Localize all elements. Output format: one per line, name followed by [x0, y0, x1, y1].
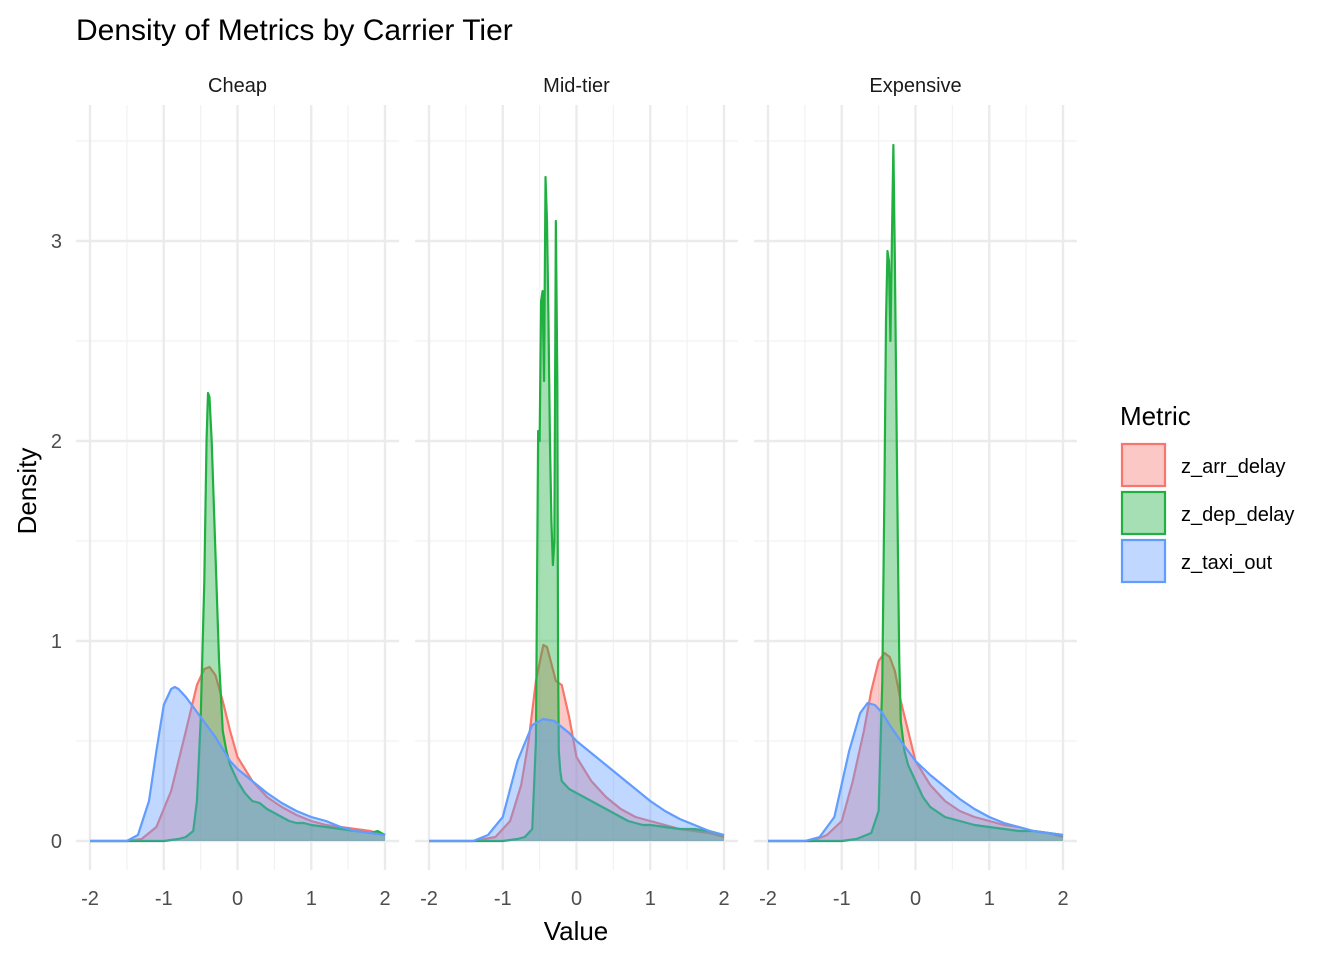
- legend-label-z-taxi-out: z_taxi_out: [1181, 552, 1273, 574]
- density-line-z-dep-delay-expensive: [768, 143, 1064, 843]
- density-line-z-arr-delay-cheap: [90, 665, 386, 843]
- density-area-z-arr-delay-expensive: [768, 653, 1063, 841]
- x-tick-label: 2: [1057, 888, 1068, 910]
- x-tick-label: 2: [379, 888, 390, 910]
- density-line-z-taxi-out-cheap: [90, 685, 386, 843]
- legend-swatch-z-arr-delay: [1120, 442, 1167, 488]
- chart-title: Density of Metrics by Carrier Tier: [76, 14, 513, 47]
- density-line-z-dep-delay-cheap: [90, 391, 386, 843]
- facet-panels: Cheap -2 -1 0 1 2 Mid-tier -2 -1 0 1 2 Expensive -2 -1…: [51, 75, 1077, 910]
- legend-label-z-arr-delay: z_arr_delay: [1181, 456, 1286, 478]
- panel-expensive: Expensive -2 -1 0 1 2: [754, 75, 1077, 910]
- legend-item-z-taxi-out: z_taxi_out: [1120, 538, 1273, 584]
- legend: Metric z_arr_delay z_dep_delay z_taxi_out: [1120, 401, 1294, 584]
- density-line-z-arr-delay-mid-tier: [429, 643, 725, 843]
- panel-strip-label-mid-tier: Mid-tier: [543, 75, 610, 97]
- x-tick-label: -1: [155, 888, 173, 910]
- y-axis-label: Density: [12, 448, 42, 535]
- density-area-z-taxi-out-mid-tier: [429, 719, 724, 841]
- density-line-z-dep-delay-mid-tier: [429, 175, 725, 843]
- legend-title: Metric: [1120, 401, 1191, 431]
- x-tick-label: 0: [232, 888, 243, 910]
- density-line-z-arr-delay-expensive: [768, 651, 1064, 843]
- density-area-z-arr-delay-cheap: [90, 667, 385, 841]
- y-tick-label: 0: [51, 831, 62, 853]
- density-area-z-taxi-out-cheap: [90, 687, 385, 841]
- legend-swatch-z-taxi-out: [1120, 538, 1167, 584]
- x-tick-label: -2: [420, 888, 438, 910]
- y-tick-label: 1: [51, 631, 62, 653]
- x-tick-label: -1: [494, 888, 512, 910]
- panel-strip-label-expensive: Expensive: [869, 75, 961, 97]
- x-tick-label: 0: [571, 888, 582, 910]
- legend-item-z-dep-delay: z_dep_delay: [1120, 490, 1294, 536]
- x-tick-label: 1: [306, 888, 317, 910]
- density-line-z-taxi-out-expensive: [768, 701, 1064, 843]
- x-tick-label: 0: [910, 888, 921, 910]
- x-tick-label: -2: [759, 888, 777, 910]
- x-axis-label: Value: [544, 916, 609, 946]
- legend-item-z-arr-delay: z_arr_delay: [1120, 442, 1286, 488]
- y-tick-label: 2: [51, 431, 62, 453]
- density-area-z-taxi-out-expensive: [768, 703, 1063, 841]
- x-tick-label: -1: [833, 888, 851, 910]
- density-line-z-taxi-out-mid-tier: [429, 717, 725, 843]
- x-tick-label: 2: [718, 888, 729, 910]
- panel-strip-label-cheap: Cheap: [208, 75, 267, 97]
- legend-label-z-dep-delay: z_dep_delay: [1181, 504, 1294, 526]
- x-tick-label: 1: [645, 888, 656, 910]
- panel-cheap: Cheap -2 -1 0 1 2: [76, 75, 399, 910]
- panel-mid-tier: Mid-tier -2 -1 0 1 2: [415, 75, 738, 910]
- density-area-z-arr-delay-mid-tier: [429, 645, 724, 841]
- legend-swatch-z-dep-delay: [1120, 490, 1167, 536]
- x-tick-label: 1: [984, 888, 995, 910]
- x-tick-label: -2: [81, 888, 99, 910]
- y-tick-label: 3: [51, 231, 62, 253]
